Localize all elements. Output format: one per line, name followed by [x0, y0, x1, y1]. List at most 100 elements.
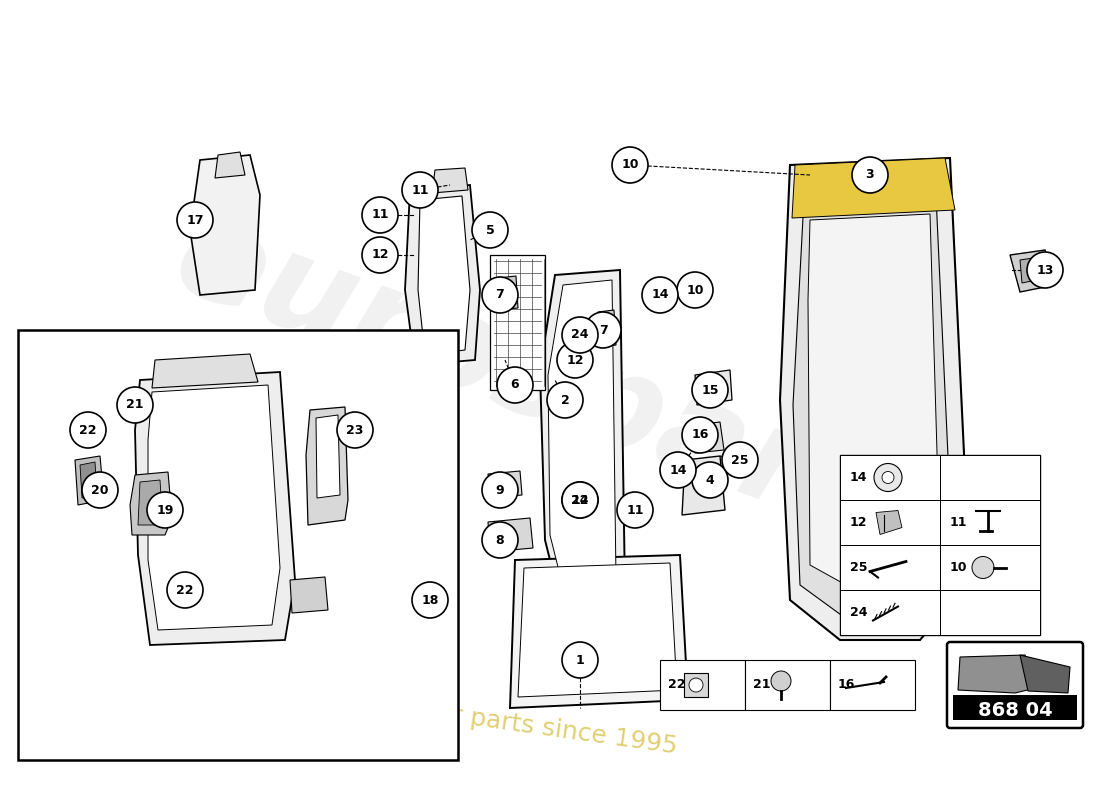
Polygon shape: [548, 280, 616, 587]
Text: 22: 22: [668, 678, 685, 691]
Circle shape: [117, 387, 153, 423]
Polygon shape: [490, 255, 544, 390]
Circle shape: [557, 342, 593, 378]
Text: 24: 24: [850, 606, 868, 619]
Polygon shape: [75, 456, 104, 505]
Bar: [18, 330, 458, 760]
Bar: [840, 545, 940, 590]
Polygon shape: [682, 456, 725, 515]
Circle shape: [402, 172, 438, 208]
Text: 20: 20: [91, 483, 109, 497]
Text: 10: 10: [950, 561, 968, 574]
Circle shape: [562, 317, 598, 353]
Text: 19: 19: [156, 503, 174, 517]
Polygon shape: [1020, 655, 1070, 693]
Text: 10: 10: [686, 283, 704, 297]
Bar: [940, 500, 1040, 545]
Text: 12: 12: [571, 494, 588, 506]
Polygon shape: [214, 152, 245, 178]
Polygon shape: [316, 415, 340, 498]
Bar: [840, 590, 940, 635]
Text: 21: 21: [754, 678, 770, 691]
Text: 14: 14: [651, 289, 669, 302]
Circle shape: [362, 237, 398, 273]
Text: 17: 17: [186, 214, 204, 226]
Polygon shape: [695, 370, 732, 405]
Circle shape: [472, 212, 508, 248]
Text: 21: 21: [126, 398, 144, 411]
Circle shape: [689, 678, 703, 692]
Polygon shape: [958, 655, 1040, 693]
Circle shape: [562, 642, 598, 678]
Polygon shape: [290, 577, 328, 613]
Polygon shape: [518, 563, 676, 697]
Text: 7: 7: [598, 323, 607, 337]
Polygon shape: [1020, 257, 1046, 283]
Text: 11: 11: [626, 503, 644, 517]
Circle shape: [882, 471, 894, 483]
Circle shape: [412, 582, 448, 618]
Bar: [830, 660, 915, 710]
Polygon shape: [148, 385, 280, 630]
Text: 13: 13: [1036, 263, 1054, 277]
Text: a passion for parts since 1995: a passion for parts since 1995: [301, 682, 679, 758]
Text: 11: 11: [411, 183, 429, 197]
Circle shape: [82, 472, 118, 508]
Bar: [940, 590, 1040, 635]
Bar: [940, 455, 1040, 500]
Circle shape: [177, 202, 213, 238]
Polygon shape: [793, 174, 953, 620]
Circle shape: [482, 522, 518, 558]
Polygon shape: [540, 270, 625, 600]
Text: 3: 3: [866, 169, 874, 182]
Text: 22: 22: [176, 583, 194, 597]
Polygon shape: [80, 462, 97, 498]
Circle shape: [147, 492, 183, 528]
Text: 12: 12: [566, 354, 584, 366]
Circle shape: [682, 417, 718, 453]
Polygon shape: [488, 518, 534, 552]
Polygon shape: [190, 155, 260, 295]
Circle shape: [585, 312, 622, 348]
Circle shape: [972, 557, 994, 578]
Circle shape: [482, 472, 518, 508]
Text: 8: 8: [496, 534, 504, 546]
Circle shape: [660, 452, 696, 488]
Polygon shape: [876, 510, 902, 534]
Text: 22: 22: [79, 423, 97, 437]
Bar: [840, 500, 940, 545]
Bar: [660, 660, 745, 710]
Bar: [840, 455, 940, 500]
Text: 12: 12: [372, 249, 388, 262]
Text: 4: 4: [705, 474, 714, 486]
Circle shape: [562, 482, 598, 518]
Text: 6: 6: [510, 378, 519, 391]
Polygon shape: [808, 214, 940, 590]
Text: 15: 15: [702, 383, 718, 397]
Circle shape: [771, 671, 791, 691]
Circle shape: [362, 197, 398, 233]
Polygon shape: [306, 407, 348, 525]
Circle shape: [1027, 252, 1063, 288]
Polygon shape: [1010, 250, 1055, 292]
Circle shape: [337, 412, 373, 448]
Text: 16: 16: [691, 429, 708, 442]
Text: 23: 23: [346, 423, 364, 437]
Text: 18: 18: [421, 594, 439, 606]
Bar: [940, 545, 1040, 590]
Circle shape: [676, 272, 713, 308]
Circle shape: [612, 147, 648, 183]
Circle shape: [167, 572, 204, 608]
Circle shape: [547, 382, 583, 418]
Text: 25: 25: [850, 561, 868, 574]
Text: 14: 14: [669, 463, 686, 477]
Circle shape: [692, 372, 728, 408]
Polygon shape: [598, 310, 616, 347]
Text: 24: 24: [571, 494, 588, 506]
Text: 868 04: 868 04: [978, 701, 1053, 719]
Circle shape: [70, 412, 106, 448]
Polygon shape: [432, 168, 468, 193]
Text: 7: 7: [496, 289, 505, 302]
Text: 2: 2: [561, 394, 570, 406]
Polygon shape: [152, 354, 258, 388]
